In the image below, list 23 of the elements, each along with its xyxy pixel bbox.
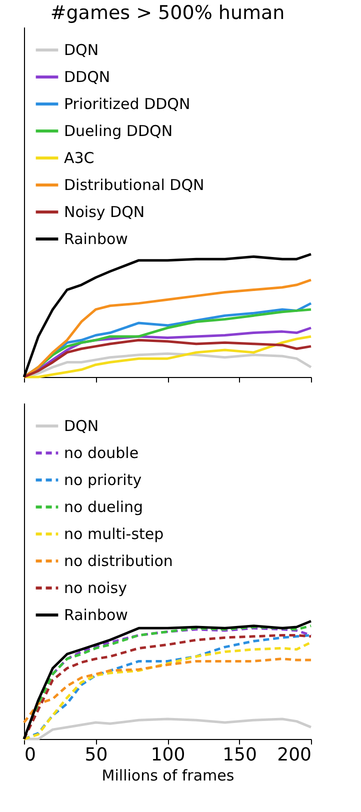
- legend-label: Rainbow: [64, 230, 128, 248]
- legend-label: Rainbow: [64, 606, 128, 624]
- legend-label: no noisy: [64, 579, 128, 597]
- legend-label: DQN: [64, 417, 99, 435]
- legend-label: no multi-step: [64, 525, 164, 543]
- legend-label: no double: [64, 444, 139, 462]
- x-tick-label: 200: [277, 744, 312, 766]
- x-tick-label: 50: [84, 744, 108, 766]
- legend-label: no dueling: [64, 498, 144, 516]
- legend-label: no priority: [64, 471, 142, 489]
- legend-label: no distribution: [64, 552, 173, 570]
- legend-label: Distributional DQN: [64, 176, 204, 194]
- x-tick-label: 100: [150, 744, 186, 766]
- x-axis-title: Millions of frames: [102, 766, 234, 784]
- x-tick-label: 150: [222, 744, 257, 766]
- chart-title: #games > 500% human: [50, 2, 285, 24]
- legend-label: DDQN: [64, 68, 110, 86]
- x-tick-label: 0: [24, 744, 36, 766]
- legend-label: Dueling DDQN: [64, 122, 173, 140]
- legend-label: Prioritized DDQN: [64, 95, 190, 113]
- legend-label: Noisy DQN: [64, 203, 145, 221]
- legend-label: A3C: [64, 149, 94, 167]
- legend-label: DQN: [64, 41, 99, 59]
